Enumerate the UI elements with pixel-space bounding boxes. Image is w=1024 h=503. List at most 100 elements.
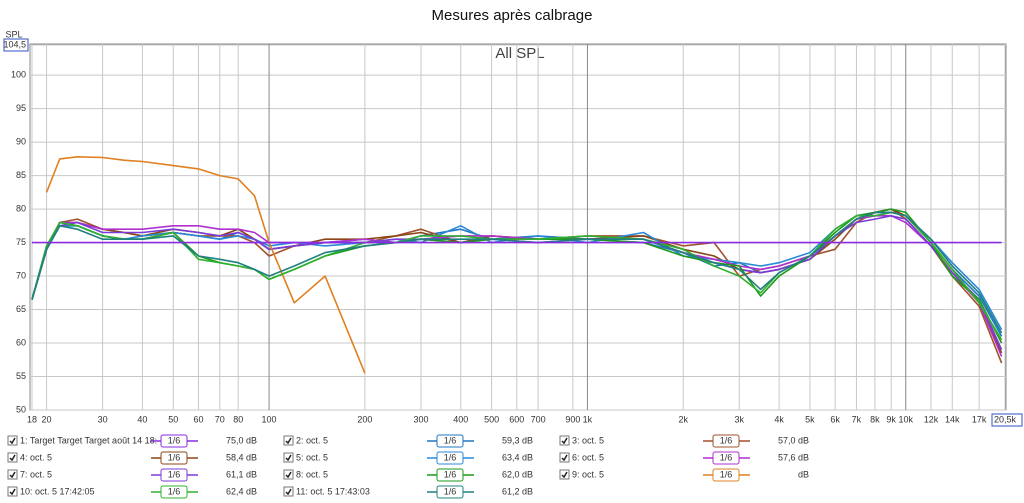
series-line: [31, 211, 1003, 334]
legend-checkbox[interactable]: [7, 452, 18, 463]
x-tick-label: 6k: [830, 414, 840, 424]
legend-smoothing: 1/6: [168, 435, 181, 445]
x-tick-label: 8k: [870, 414, 880, 424]
y-tick-label: 60: [16, 337, 26, 347]
x-tick-label: 1k: [583, 414, 593, 424]
legend-entry[interactable]: 7: oct. 5 1/6 61,1 dB: [7, 468, 257, 482]
legend-smoothing: 1/6: [720, 469, 733, 479]
x-tick-label: 5k: [805, 414, 815, 424]
y-tick-label: 95: [16, 103, 26, 113]
x-tick-label: 400: [453, 414, 468, 424]
x-tick-label: 3k: [735, 414, 745, 424]
legend-smoothing: 1/6: [168, 452, 181, 462]
legend-label: 9: oct. 5: [572, 469, 604, 479]
legend-level: dB: [798, 469, 809, 479]
x-tick-label: 300: [413, 414, 428, 424]
legend-checkmark: [285, 488, 292, 496]
legend-smoothing: 1/6: [444, 469, 457, 479]
legend-checkmark: [561, 437, 568, 445]
legend-smoothing: 1/6: [444, 435, 457, 445]
legend-level: 57,6 dB: [778, 452, 809, 462]
x-tick-label: 70: [215, 414, 225, 424]
x-tick-label: 900: [565, 414, 580, 424]
legend-label: 1: Target Target Target août 14 18:: [20, 435, 157, 445]
legend-smoothing-box[interactable]: [436, 485, 464, 499]
x-tick-label: 20: [42, 414, 52, 424]
legend-checkbox[interactable]: [7, 469, 18, 480]
legend-level: 63,4 dB: [502, 452, 533, 462]
legend-level: 58,4 dB: [226, 452, 257, 462]
x-tick-label: 4k: [774, 414, 784, 424]
y-tick-label: 55: [16, 371, 26, 381]
legend-smoothing-box[interactable]: [160, 434, 188, 448]
legend-smoothing-box[interactable]: [160, 451, 188, 465]
legend-label: 5: oct. 5: [296, 452, 328, 462]
y-tick-label: 70: [16, 270, 26, 280]
y-tick-label: 65: [16, 304, 26, 314]
legend-checkmark: [9, 454, 16, 462]
legend-entry[interactable]: 6: oct. 5 1/6 57,6 dB: [559, 451, 809, 465]
legend-label: 8: oct. 5: [296, 469, 328, 479]
legend-checkbox[interactable]: [283, 435, 294, 446]
x-tick-label: 30: [98, 414, 108, 424]
legend-smoothing: 1/6: [720, 435, 733, 445]
x-tick-label: 14k: [945, 414, 960, 424]
legend-entry[interactable]: 1: Target Target Target août 14 18: 1/6 75…: [7, 434, 257, 448]
legend-smoothing: 1/6: [444, 486, 457, 496]
x-tick-label: 7k: [852, 414, 862, 424]
legend-entry[interactable]: 5: oct. 5 1/6 63,4 dB: [283, 451, 533, 465]
legend-label: 4: oct. 5: [20, 452, 52, 462]
legend-smoothing: 1/6: [720, 452, 733, 462]
legend-entry[interactable]: 10: oct. 5 17:42:05 1/6 62,4 dB: [7, 485, 257, 499]
legend-checkbox[interactable]: [283, 452, 294, 463]
legend-checkmark: [285, 454, 292, 462]
legend-label: 10: oct. 5 17:42:05: [20, 486, 95, 496]
y-tick-label: 50: [16, 404, 26, 414]
legend-smoothing: 1/6: [168, 469, 181, 479]
legend-entry[interactable]: 3: oct. 5 1/6 57,0 dB: [559, 434, 809, 448]
x-tick-label: 40: [137, 414, 147, 424]
legend-label: 6: oct. 5: [572, 452, 604, 462]
legend-entry[interactable]: 4: oct. 5 1/6 58,4 dB: [7, 451, 257, 465]
legend-checkbox[interactable]: [7, 435, 18, 446]
legend-entry[interactable]: 8: oct. 5 1/6 62,0 dB: [283, 468, 533, 482]
y-tick-box: [3, 38, 29, 52]
legend-checkbox[interactable]: [7, 486, 18, 497]
x-tick-label: 100: [262, 414, 277, 424]
legend-smoothing-box[interactable]: [436, 468, 464, 482]
legend-smoothing-box[interactable]: [160, 485, 188, 499]
legend-level: 75,0 dB: [226, 435, 257, 445]
legend-entry[interactable]: 2: oct. 5 1/6 59,3 dB: [283, 434, 533, 448]
legend-checkmark: [561, 454, 568, 462]
legend-smoothing-box[interactable]: [436, 451, 464, 465]
x-tick-label: 600: [509, 414, 524, 424]
legend-checkbox[interactable]: [559, 469, 570, 480]
legend-smoothing-box[interactable]: [160, 468, 188, 482]
legend-smoothing-box[interactable]: [436, 434, 464, 448]
x-tick-label: 12k: [924, 414, 939, 424]
legend-checkbox[interactable]: [283, 486, 294, 497]
y-tick-label: 100: [11, 70, 26, 80]
x-tick-label: 80: [233, 414, 243, 424]
x-tick-label: 200: [357, 414, 372, 424]
legend-level: 57,0 dB: [778, 435, 809, 445]
legend-entry[interactable]: 11: oct. 5 17:43:03 1/6 61,2 dB: [283, 485, 533, 499]
x-tick-label: 2k: [678, 414, 688, 424]
legend-checkmark: [285, 437, 292, 445]
legend-smoothing-box[interactable]: [712, 451, 740, 465]
x-tick-label: 60: [193, 414, 203, 424]
legend-checkbox[interactable]: [283, 469, 294, 480]
legend-smoothing-box[interactable]: [712, 434, 740, 448]
x-tick-label: 700: [531, 414, 546, 424]
y-axis-label: SPL: [5, 29, 22, 39]
legend-entry[interactable]: 9: oct. 5 1/6 dB: [559, 468, 809, 482]
legend-smoothing-box[interactable]: [712, 468, 740, 482]
legend-checkbox[interactable]: [559, 452, 570, 463]
x-tick-box: [991, 413, 1023, 427]
legend-label: 2: oct. 5: [296, 435, 328, 445]
legend-level: 62,4 dB: [226, 486, 257, 496]
legend-smoothing: 1/6: [444, 452, 457, 462]
legend-checkbox[interactable]: [559, 435, 570, 446]
